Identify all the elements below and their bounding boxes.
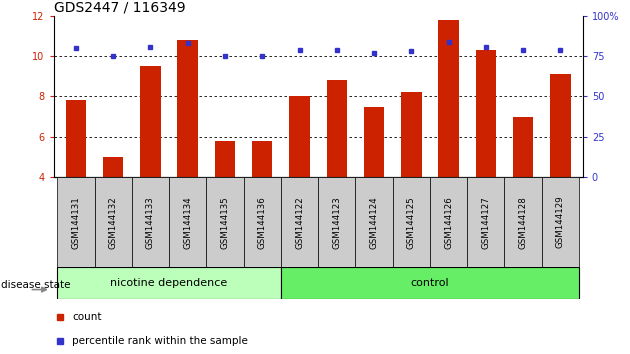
Bar bbox=[103, 157, 123, 177]
Text: percentile rank within the sample: percentile rank within the sample bbox=[72, 336, 248, 346]
Text: GSM144128: GSM144128 bbox=[518, 196, 527, 249]
Text: GSM144132: GSM144132 bbox=[109, 196, 118, 249]
Text: nicotine dependence: nicotine dependence bbox=[110, 278, 227, 288]
Bar bbox=[430, 177, 467, 267]
Text: count: count bbox=[72, 312, 101, 322]
Text: GSM144134: GSM144134 bbox=[183, 196, 192, 249]
Text: GSM144131: GSM144131 bbox=[71, 196, 81, 249]
Text: GSM144124: GSM144124 bbox=[370, 196, 379, 249]
Bar bbox=[57, 267, 281, 299]
Bar bbox=[364, 107, 384, 177]
Bar bbox=[215, 141, 235, 177]
Bar bbox=[252, 141, 273, 177]
Text: GSM144135: GSM144135 bbox=[220, 196, 229, 249]
Text: GSM144126: GSM144126 bbox=[444, 196, 453, 249]
Bar bbox=[401, 92, 421, 177]
Bar bbox=[289, 96, 310, 177]
Text: GSM144136: GSM144136 bbox=[258, 196, 266, 249]
Bar bbox=[326, 80, 347, 177]
Bar bbox=[438, 20, 459, 177]
Bar bbox=[542, 177, 579, 267]
Bar bbox=[355, 177, 392, 267]
Bar bbox=[57, 177, 94, 267]
Bar bbox=[140, 66, 161, 177]
Text: disease state: disease state bbox=[1, 280, 71, 290]
Bar bbox=[467, 177, 505, 267]
Text: GSM144133: GSM144133 bbox=[146, 196, 155, 249]
Bar bbox=[94, 177, 132, 267]
Bar bbox=[244, 177, 281, 267]
Bar bbox=[318, 177, 355, 267]
Text: GSM144123: GSM144123 bbox=[332, 196, 341, 249]
Bar bbox=[550, 74, 571, 177]
Bar bbox=[392, 177, 430, 267]
Bar bbox=[505, 177, 542, 267]
Bar bbox=[513, 116, 534, 177]
Bar bbox=[476, 50, 496, 177]
Bar bbox=[207, 177, 244, 267]
Bar bbox=[281, 267, 579, 299]
Bar bbox=[66, 101, 86, 177]
Bar bbox=[169, 177, 207, 267]
Bar bbox=[281, 177, 318, 267]
Bar bbox=[132, 177, 169, 267]
Bar bbox=[178, 40, 198, 177]
Text: control: control bbox=[411, 278, 449, 288]
Text: GSM144127: GSM144127 bbox=[481, 196, 490, 249]
Text: GDS2447 / 116349: GDS2447 / 116349 bbox=[54, 1, 185, 15]
Text: GSM144122: GSM144122 bbox=[295, 196, 304, 249]
Text: GSM144125: GSM144125 bbox=[407, 196, 416, 249]
Text: GSM144129: GSM144129 bbox=[556, 196, 565, 249]
